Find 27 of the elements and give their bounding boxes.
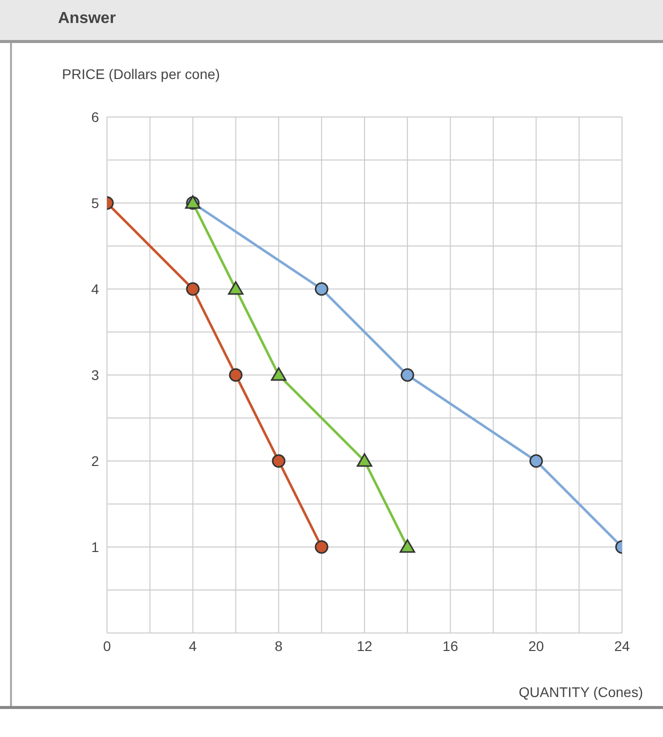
point xyxy=(270,367,286,381)
y-tick-label: 6 xyxy=(91,108,100,125)
x-tick-label: 4 xyxy=(188,638,197,654)
point xyxy=(228,281,244,295)
y-tick-label: 4 xyxy=(91,280,100,297)
y-tick-label: 5 xyxy=(91,194,100,211)
x-tick-label: 24 xyxy=(614,638,630,654)
point xyxy=(529,454,543,468)
y-tick-label: 2 xyxy=(91,452,100,469)
y-tick-label: 3 xyxy=(91,366,100,383)
point xyxy=(400,368,414,382)
x-axis-title: QUANTITY (Cones) xyxy=(518,684,643,700)
y-axis-title: PRICE (Dollars per cone) xyxy=(62,66,220,82)
point xyxy=(272,454,286,468)
point xyxy=(229,368,242,382)
x-tick-label: 20 xyxy=(528,638,544,654)
x-tick-label: 16 xyxy=(442,638,458,654)
point xyxy=(186,282,200,296)
x-tick-label: 12 xyxy=(356,638,372,654)
point xyxy=(400,539,416,553)
chart-title: Answer xyxy=(58,10,116,28)
x-tick-label: 8 xyxy=(274,638,283,654)
point xyxy=(356,453,372,467)
point xyxy=(314,282,328,296)
x-tick-label: 0 xyxy=(103,638,112,654)
y-tick-label: 1 xyxy=(91,538,100,555)
point xyxy=(314,540,328,554)
